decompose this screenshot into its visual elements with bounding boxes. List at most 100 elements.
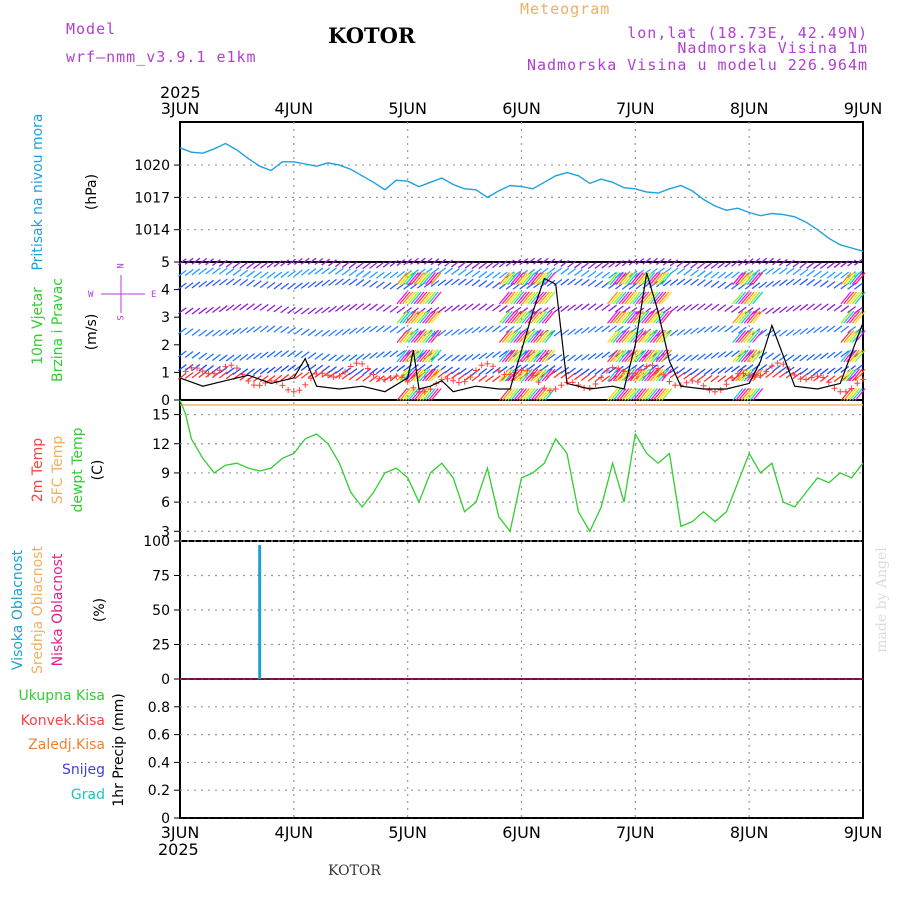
wind-barb [587, 326, 597, 334]
wind-barb [413, 291, 425, 305]
wind-barb [799, 278, 809, 286]
wind-barb [521, 291, 533, 305]
gust-marker [740, 370, 747, 377]
wind-barb [538, 330, 550, 343]
wind-barb [574, 354, 583, 362]
wind-barb [307, 268, 317, 276]
wind-barb [646, 349, 658, 363]
wind-barb [560, 259, 570, 267]
wind-barb [724, 282, 734, 290]
wind-barb [655, 291, 667, 305]
wind-barb [464, 303, 474, 311]
gust-marker [854, 380, 861, 387]
wind-barb [416, 291, 428, 305]
gust-marker [182, 368, 189, 375]
wind-barb [504, 272, 516, 285]
wind-barb [683, 304, 693, 312]
gust-marker [313, 370, 320, 377]
wind-barb [422, 291, 434, 305]
gust-marker [484, 360, 491, 367]
wind-barb [334, 278, 344, 286]
wind-barb [618, 330, 630, 343]
wind-barb [752, 349, 764, 363]
wind-barb [198, 370, 208, 378]
wind-barb [746, 330, 758, 343]
cloud-low-label: Niska Oblacnost [50, 553, 66, 666]
wind-barb [618, 291, 630, 305]
wind-barb [410, 291, 422, 305]
wind-barb [676, 367, 686, 375]
wind-barb [410, 368, 422, 382]
wind-barb [752, 272, 764, 285]
wind-barb [676, 328, 686, 336]
y-tick-label: 1020 [134, 158, 170, 174]
wind-barb [205, 306, 214, 314]
wind-barb [799, 367, 809, 375]
wind-barb [621, 388, 633, 401]
wind-barb [498, 260, 508, 268]
wind-barb [538, 291, 550, 305]
wind-barb [314, 329, 324, 337]
wind-barb [184, 307, 194, 315]
wind-barb [594, 261, 604, 269]
wind-barb [615, 365, 624, 373]
wind-barb [399, 272, 411, 285]
gust-marker [814, 373, 821, 380]
compass-n: N [114, 263, 124, 268]
wind-barb [191, 257, 201, 265]
wind-barb [341, 354, 351, 362]
wind-barb [253, 271, 262, 279]
temp-dewpt-label: dewpt Temp [70, 427, 86, 512]
wind-barb [612, 272, 624, 285]
wind-barb [287, 282, 296, 290]
wind-barb [641, 330, 653, 343]
wind-barb [287, 270, 296, 278]
wind-barb [328, 278, 337, 286]
wind-barb [396, 272, 408, 285]
wind-barb [518, 310, 530, 324]
wind-barb [792, 304, 802, 312]
gust-marker [347, 363, 354, 370]
dewpoint-line [179, 399, 864, 533]
y-tick-label: 75 [152, 569, 170, 585]
wind-barb [607, 272, 619, 285]
wind-barb [627, 330, 638, 343]
wind-barb [530, 388, 542, 401]
wind-barb [300, 257, 310, 265]
gust-marker [438, 376, 445, 383]
wind-barb [492, 261, 501, 269]
wind-barb [519, 307, 529, 315]
wind-barb [396, 306, 406, 314]
gust-marker [649, 362, 656, 369]
wind-barb [232, 303, 242, 311]
wind-barb [833, 271, 843, 279]
wind-barb [655, 258, 665, 266]
wind-barb [646, 388, 658, 401]
gust-marker [655, 365, 662, 372]
wind-barb [184, 269, 194, 277]
wind-barb [641, 272, 653, 285]
gust-marker [416, 388, 423, 395]
y-tick-label: 15 [152, 408, 170, 424]
wind-barb [658, 291, 670, 305]
wind-barb [744, 282, 754, 290]
wind-barb [638, 330, 650, 343]
wind-barb [524, 291, 536, 305]
wind-barb [403, 282, 413, 290]
wind-barb [580, 373, 590, 381]
wind-barb [437, 258, 447, 266]
wind-barb [635, 330, 647, 343]
wind-barb [334, 267, 344, 275]
wind-barb [198, 352, 208, 360]
wind-barb [662, 267, 672, 275]
wind-barb [541, 272, 553, 285]
wind-barb [567, 372, 576, 380]
wind-barb [457, 367, 467, 375]
gust-marker [188, 364, 195, 371]
wind-barb [661, 388, 673, 401]
gust-marker [393, 373, 400, 380]
wind-barb [464, 368, 474, 376]
wind-barb [375, 351, 385, 359]
wind-barb [541, 368, 553, 382]
